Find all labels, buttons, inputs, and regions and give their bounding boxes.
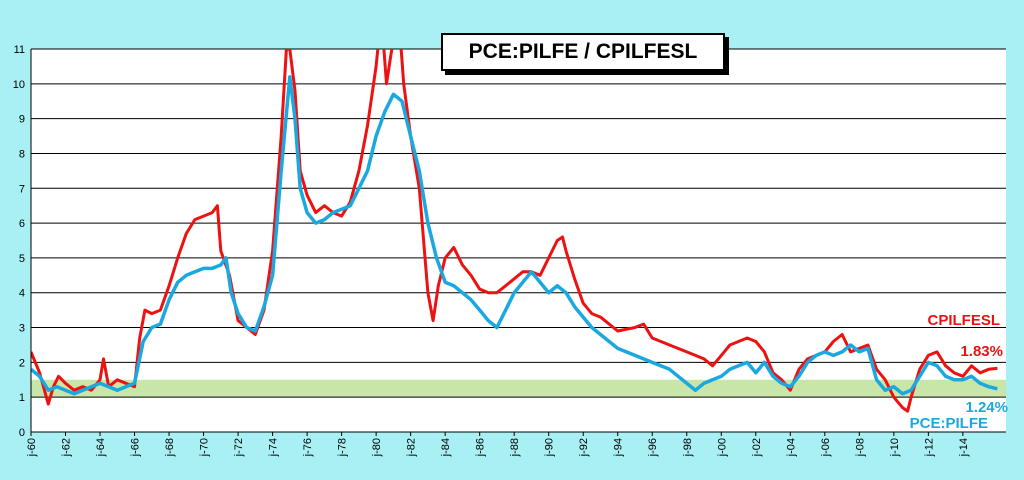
x-tick-label: j-88 bbox=[509, 438, 521, 457]
x-tick-label: j-02 bbox=[751, 438, 763, 457]
x-tick-label: j-68 bbox=[164, 438, 176, 457]
series-end-value-pce-pilfe: 1.24% bbox=[965, 399, 1008, 416]
x-tick-label: j-70 bbox=[199, 438, 211, 457]
y-tick-label: 3 bbox=[19, 323, 25, 335]
plot-area bbox=[31, 49, 1006, 432]
y-tick-label: 11 bbox=[14, 44, 25, 56]
x-tick-label: j-76 bbox=[302, 438, 314, 457]
x-tick-label: j-64 bbox=[95, 438, 107, 457]
target-band bbox=[31, 379, 1006, 398]
y-tick-label: 1 bbox=[19, 392, 25, 404]
x-tick-label: j-82 bbox=[406, 438, 418, 457]
x-tick-label: j-00 bbox=[716, 438, 728, 457]
y-tick-label: 4 bbox=[19, 288, 25, 300]
series-line-cpilfesl bbox=[31, 49, 998, 413]
y-tick-label: 8 bbox=[19, 148, 25, 160]
y-tick-label: 10 bbox=[13, 79, 25, 91]
x-tick-label: j-92 bbox=[578, 438, 590, 457]
x-tick-label: j-72 bbox=[233, 438, 245, 457]
x-tick-label: j-06 bbox=[820, 438, 832, 457]
series-line-pce-pilfe bbox=[31, 75, 998, 396]
y-tick-label: 6 bbox=[19, 218, 25, 230]
x-tick-label: j-04 bbox=[785, 438, 797, 457]
x-tick-label: j-90 bbox=[544, 438, 556, 457]
x-tick-label: j-78 bbox=[337, 438, 349, 457]
x-tick-label: j-74 bbox=[268, 438, 280, 457]
series-end-value-cpilfesl: 1.83% bbox=[960, 343, 1003, 360]
x-tick-label: j-66 bbox=[130, 438, 142, 457]
x-tick-label: j-80 bbox=[371, 438, 383, 457]
x-tick-label: j-96 bbox=[647, 438, 659, 457]
chart-title: PCE:PILFE / CPILFESL bbox=[441, 33, 725, 71]
x-tick-label: j-60 bbox=[26, 438, 38, 457]
x-tick-label: j-10 bbox=[889, 438, 901, 457]
x-tick-label: j-98 bbox=[682, 438, 694, 457]
y-tick-label: 2 bbox=[19, 357, 25, 369]
series-name-cpilfesl: CPILFESL bbox=[927, 312, 1000, 329]
x-tick-label: j-62 bbox=[61, 438, 73, 457]
x-tick-label: j-86 bbox=[475, 438, 487, 457]
y-tick-label: 0 bbox=[19, 427, 25, 439]
x-tick-label: j-14 bbox=[958, 438, 970, 457]
x-tick-label: j-84 bbox=[440, 438, 452, 457]
y-tick-label: 9 bbox=[19, 114, 25, 126]
y-tick-label: 7 bbox=[19, 183, 25, 195]
series-name-pce-pilfe: PCE:PILFE bbox=[910, 415, 988, 432]
x-tick-label: j-94 bbox=[613, 438, 625, 457]
x-tick-label: j-12 bbox=[923, 438, 935, 457]
y-tick-label: 5 bbox=[19, 253, 25, 265]
x-tick-label: j-08 bbox=[854, 438, 866, 457]
